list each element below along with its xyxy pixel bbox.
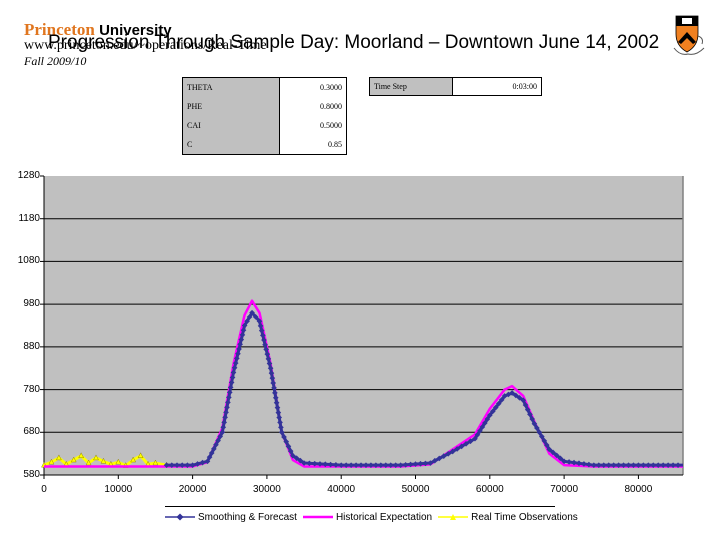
page-subtitle: Fall 2009/10: [24, 54, 87, 68]
parameter-table: THETA 0.3000 PHE 0.8000 CAI 0.5000 C 0.85: [182, 77, 347, 155]
legend-line-diamond-icon: [165, 513, 195, 521]
time-step-table: Time Step 0:03:00: [369, 77, 542, 96]
plot-area: [44, 176, 683, 475]
x-tick-label: 60000: [475, 484, 504, 495]
parameter-key: CAI: [182, 116, 280, 135]
parameter-value: 0.3000: [279, 77, 347, 97]
y-tick-label: 780: [23, 383, 40, 395]
legend-item-realtime: Real Time Observations: [438, 512, 578, 523]
parameter-value: 0.85: [279, 135, 347, 155]
parameter-value: 0.5000: [279, 116, 347, 135]
legend-line-icon: [302, 515, 333, 519]
time-step-row: Time Step 0:03:00: [369, 77, 542, 96]
y-tick-label: 980: [23, 298, 40, 310]
y-tick-label: 1180: [18, 212, 40, 224]
x-tick-label: 0: [41, 484, 47, 495]
x-axis-ticks: [43, 475, 639, 479]
x-tick-label: 80000: [624, 484, 653, 495]
chart-series: [41, 299, 683, 469]
parameter-row: C 0.85: [182, 135, 347, 155]
legend-label: Real Time Observations: [471, 511, 578, 523]
university-wordmark: Princeton University: [24, 20, 172, 40]
parameter-value: 0.8000: [279, 97, 347, 116]
url-text: www.princeton.edu/~operations/Real-Time: [24, 38, 267, 53]
legend-label: Historical Expectation: [335, 511, 433, 523]
y-tick-label: 1280: [17, 170, 40, 181]
legend-item-historical: Historical Expectation: [302, 511, 433, 523]
y-tick-label: 1080: [17, 255, 40, 267]
x-tick-label: 10000: [104, 484, 133, 495]
y-tick-label: 680: [23, 426, 40, 438]
x-tick-label: 50000: [401, 484, 430, 495]
page-title: Progression Through Sample Day: Moorland…: [48, 32, 660, 53]
time-step-key: Time Step: [369, 77, 453, 96]
x-tick-label: 40000: [327, 484, 356, 495]
wordmark-university: University: [99, 22, 172, 39]
parameter-key: PHE: [182, 97, 280, 116]
parameter-row: CAI 0.5000: [182, 116, 347, 135]
x-tick-label: 30000: [253, 484, 281, 495]
gridlines: [40, 175, 683, 476]
legend-item-smoothing: Smoothing & Forecast: [165, 512, 297, 523]
princeton-shield-icon: [673, 15, 705, 55]
legend-label: Smoothing & Forecast: [198, 511, 297, 523]
legend-line-triangle-icon: [438, 514, 469, 520]
parameter-row: PHE 0.8000: [182, 97, 347, 116]
y-tick-label: 580: [23, 469, 40, 480]
y-tick-label: 880: [23, 340, 40, 352]
time-step-value: 0:03:00: [452, 77, 542, 96]
parameter-key: THETA: [182, 77, 280, 97]
wordmark-princeton: Princeton: [24, 20, 95, 39]
parameter-row: THETA 0.3000: [182, 77, 347, 97]
chart-legend: Smoothing & Forecast Historical Expectat…: [165, 506, 578, 527]
x-tick-label: 20000: [178, 484, 207, 495]
parameter-key: C: [182, 135, 280, 155]
x-tick-label: 70000: [550, 484, 579, 495]
